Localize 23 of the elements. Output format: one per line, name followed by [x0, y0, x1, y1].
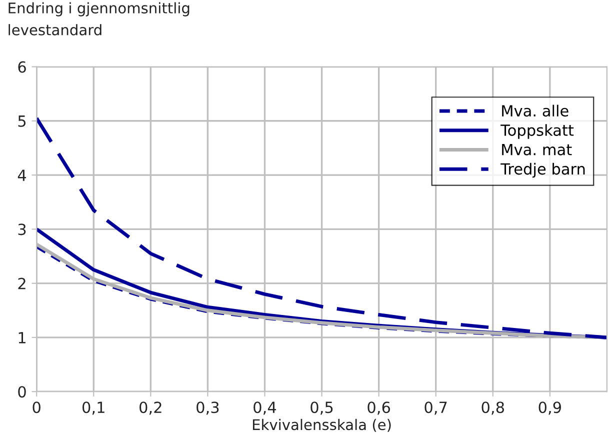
x-tick-label: 0,4 [254, 402, 276, 415]
legend-label: Tredje barn [500, 162, 585, 178]
x-tick-label: 0,8 [482, 402, 504, 415]
x-tick-label: 0 [32, 402, 40, 414]
x-tick-label: 0,3 [196, 402, 219, 415]
y-tick-label: 3 [18, 224, 26, 236]
legend-label: Mva. mat [502, 144, 572, 156]
y-axis-title: Endring i gjennomsnittlig levestandard [8, 2, 190, 36]
legend-label: Mva. alle [502, 104, 568, 117]
y-tick-label: 0 [18, 386, 26, 398]
x-tick-label: 0,6 [368, 402, 390, 415]
x-tick-label: 0,5 [310, 402, 333, 415]
x-tick-label: 0,2 [140, 402, 162, 415]
x-tick-label: 0,9 [538, 402, 561, 415]
x-tick-label: 0,1 [82, 402, 104, 415]
x-axis-title: Ekvivalensskala (e) [252, 418, 391, 432]
y-tick-label: 2 [18, 278, 26, 290]
y-tick-label: 1 [18, 332, 26, 344]
legend-label: Toppskatt [500, 124, 574, 139]
y-tick-label: 6 [18, 61, 26, 73]
y-tick-label: 5 [18, 116, 26, 127]
x-tick-label: 0,7 [424, 402, 447, 415]
y-tick-label: 4 [18, 170, 26, 181]
